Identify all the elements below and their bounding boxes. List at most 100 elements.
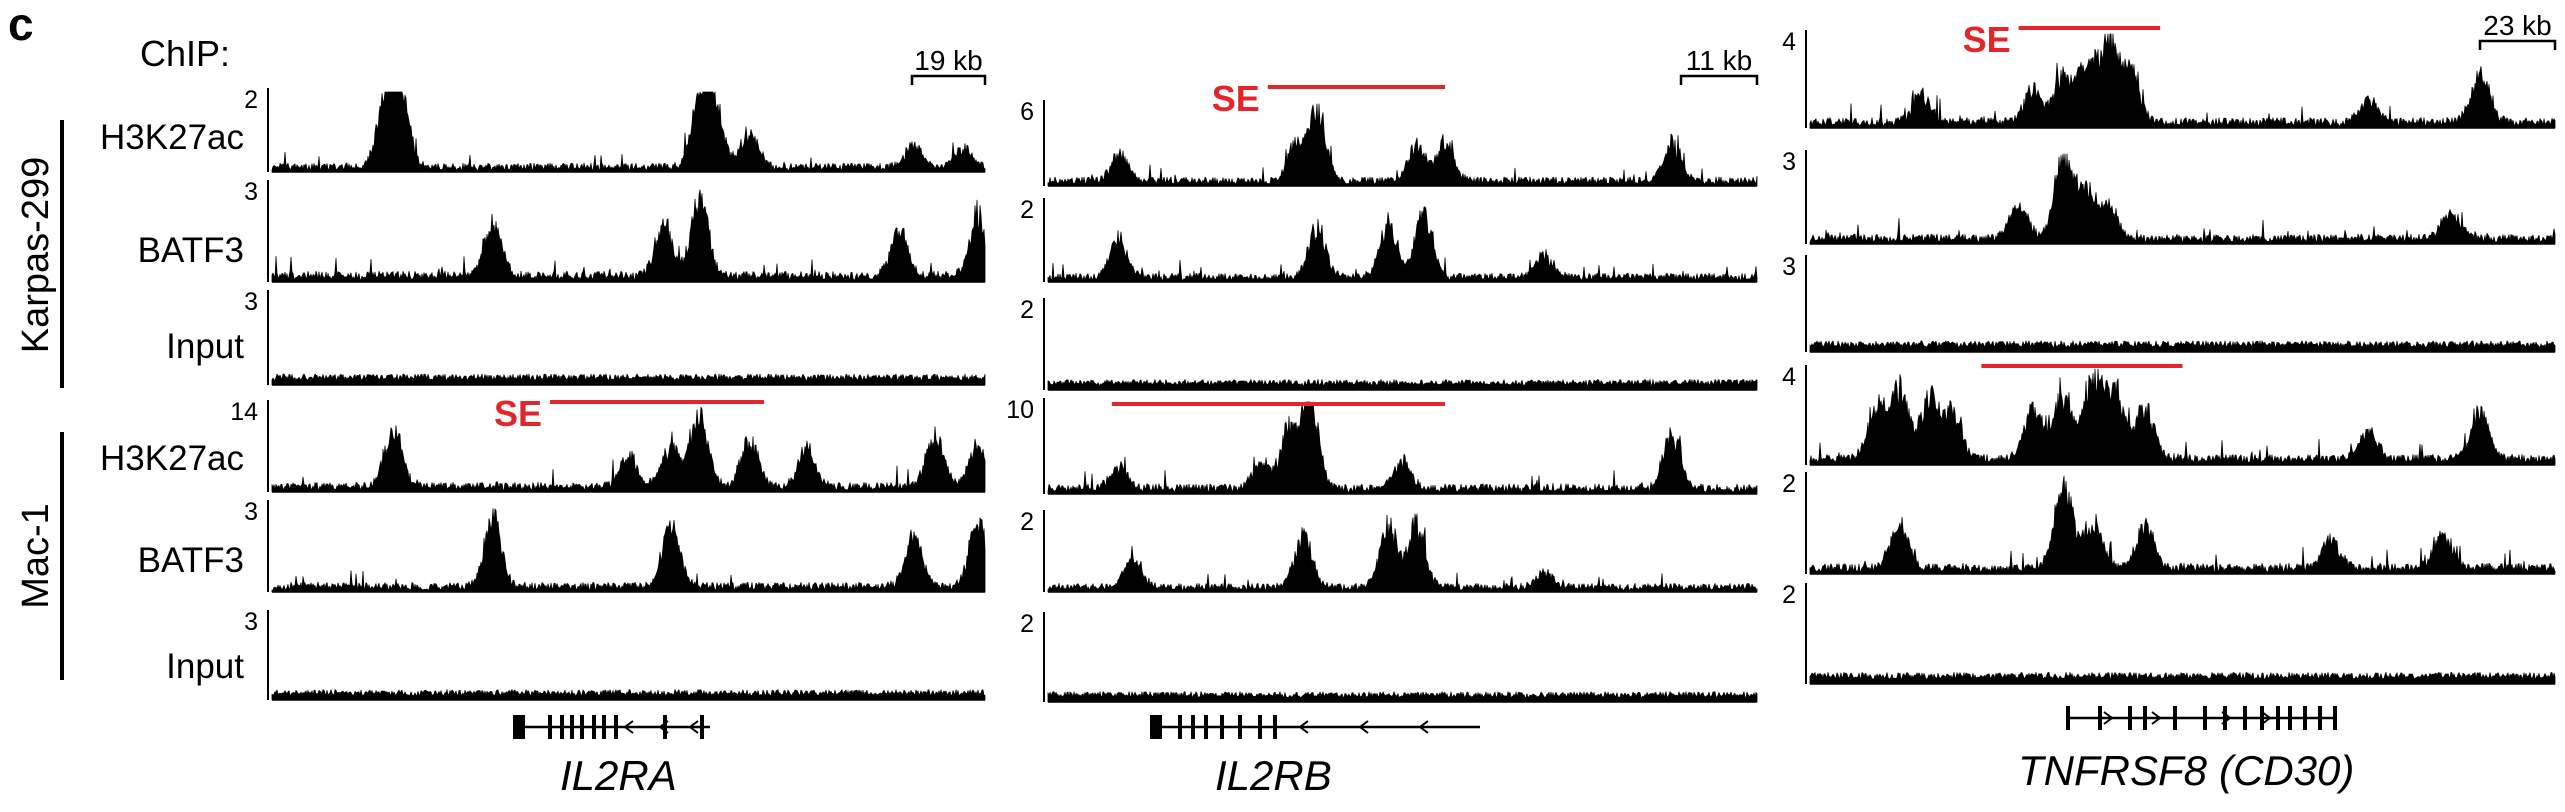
gene-utr-block <box>513 715 525 739</box>
signal-track: 2 <box>1782 470 2556 575</box>
gene-model <box>1150 715 1480 739</box>
signal-track: 2 <box>1020 508 1758 593</box>
track-ymax-label: 2 <box>1782 581 1796 609</box>
strand-arrow <box>1298 720 1309 734</box>
signal-area-h3k27ac <box>1047 401 1758 495</box>
signal-area-batf3 <box>271 189 986 283</box>
locus-panel-il2ra: 19 kb 2 3 3 14 3 3 SE IL2RA <box>230 45 987 799</box>
track-ymax-label: 3 <box>244 608 258 636</box>
strand-arrow <box>2151 711 2162 725</box>
panel-label: c <box>8 0 34 50</box>
signal-track: 2 <box>1782 581 2556 685</box>
signal-track: 3 <box>244 498 986 593</box>
signal-track: 2 <box>244 86 986 173</box>
signal-track: 2 <box>1020 196 1758 283</box>
signal-area-input <box>1047 691 1758 703</box>
strand-arrow <box>1418 720 1429 734</box>
signal-track: 6 <box>1020 98 1758 187</box>
track-ymax-label: 6 <box>1020 98 1034 126</box>
signal-area-h3k27ac <box>1809 33 2556 129</box>
track-ymax-label: 2 <box>1020 610 1034 638</box>
super-enhancer-label: SE <box>1212 78 1260 119</box>
track-ymax-label: 3 <box>1782 253 1796 281</box>
signal-area-input <box>1809 672 2556 685</box>
signal-area-h3k27ac <box>1047 103 1758 187</box>
signal-track: 10 <box>1006 396 1758 495</box>
locus-panel-tnfrsf8: 23 kb 4 3 3 4 2 2 SE TNFRSF8 (CD30) <box>1782 10 2557 794</box>
gene-alias: (CD30) <box>2219 747 2354 794</box>
strand-arrow <box>623 720 634 734</box>
signal-area-batf3 <box>271 508 986 593</box>
track-ymax-label: 10 <box>1006 396 1034 424</box>
signal-track: 2 <box>1020 610 1758 703</box>
track-label: Input <box>166 647 244 686</box>
signal-area-input <box>1809 340 2556 353</box>
track-ymax-label: 2 <box>1782 470 1796 498</box>
track-ymax-label: 4 <box>1782 28 1796 56</box>
strand-arrow <box>658 720 669 734</box>
scale-bar-label: 23 kb <box>2483 10 2552 41</box>
signal-track: 4 <box>1782 28 2556 129</box>
signal-area-h3k27ac <box>271 406 986 493</box>
strand-arrow <box>2221 711 2232 725</box>
scale-bar-label: 19 kb <box>914 45 983 76</box>
gene-utr-block <box>1150 715 1162 739</box>
track-ymax-label: 3 <box>244 498 258 526</box>
track-label: BATF3 <box>138 541 244 580</box>
strand-arrow <box>2261 711 2272 725</box>
cell-line-label: Mac-1 <box>15 503 57 609</box>
cell-line-label: Karpas-299 <box>15 157 57 353</box>
locus-panel-il2rb: 11 kb 6 2 2 10 2 2 SE IL2RB <box>1006 45 1759 799</box>
track-label: Input <box>166 327 244 366</box>
signal-track: 3 <box>244 288 986 386</box>
track-ymax-label: 14 <box>230 398 258 426</box>
signal-track: 3 <box>244 608 986 701</box>
gene-model <box>513 715 710 739</box>
track-ymax-label: 2 <box>244 86 258 114</box>
track-ymax-label: 2 <box>1020 508 1034 536</box>
signal-track: 2 <box>1020 296 1758 391</box>
signal-area-input <box>271 689 986 701</box>
track-labels: H3K27ac BATF3 Input H3K27ac BATF3 Input <box>100 118 244 686</box>
signal-area-batf3 <box>1809 475 2556 575</box>
scale-bar <box>2478 39 2557 50</box>
signal-area-input <box>271 373 986 386</box>
scale-bar <box>910 74 987 85</box>
track-ymax-label: 3 <box>244 288 258 316</box>
strand-arrow <box>2103 711 2114 725</box>
track-label: BATF3 <box>138 231 244 270</box>
gene-name: TNFRSF8 <box>2018 747 2208 794</box>
super-enhancer-label: SE <box>494 393 542 434</box>
track-ymax-label: 2 <box>1020 296 1034 324</box>
chip-label: ChIP: <box>140 33 230 74</box>
signal-track: 3 <box>244 178 986 283</box>
gene-label: IL2RB <box>1215 752 1332 799</box>
signal-track: 3 <box>1782 148 2556 245</box>
gene-name: IL2RA <box>560 752 677 799</box>
gene-name: IL2RB <box>1215 752 1332 799</box>
signal-area-h3k27ac <box>1809 368 2556 466</box>
signal-area-input <box>1047 379 1758 391</box>
scale-bar-label: 11 kb <box>1686 45 1752 76</box>
cell-line-labels: Karpas-299 Mac-1 <box>15 120 64 680</box>
track-label: H3K27ac <box>100 118 244 157</box>
track-ymax-label: 3 <box>1782 148 1796 176</box>
track-label: H3K27ac <box>100 439 244 478</box>
strand-arrow <box>688 720 699 734</box>
super-enhancer-label: SE <box>1963 19 2011 60</box>
track-ymax-label: 4 <box>1782 363 1796 391</box>
gene-label: IL2RA <box>560 752 677 799</box>
track-ymax-label: 2 <box>1020 196 1034 224</box>
signal-area-batf3 <box>1047 513 1758 593</box>
signal-area-h3k27ac <box>271 91 986 173</box>
signal-track: 3 <box>1782 253 2556 353</box>
signal-area-batf3 <box>1809 153 2556 245</box>
scale-bar <box>1679 74 1759 85</box>
signal-track: 4 <box>1782 363 2556 466</box>
strand-arrow <box>1358 720 1369 734</box>
track-ymax-label: 3 <box>244 178 258 206</box>
signal-area-batf3 <box>1047 206 1758 283</box>
gene-model <box>2066 706 2337 730</box>
